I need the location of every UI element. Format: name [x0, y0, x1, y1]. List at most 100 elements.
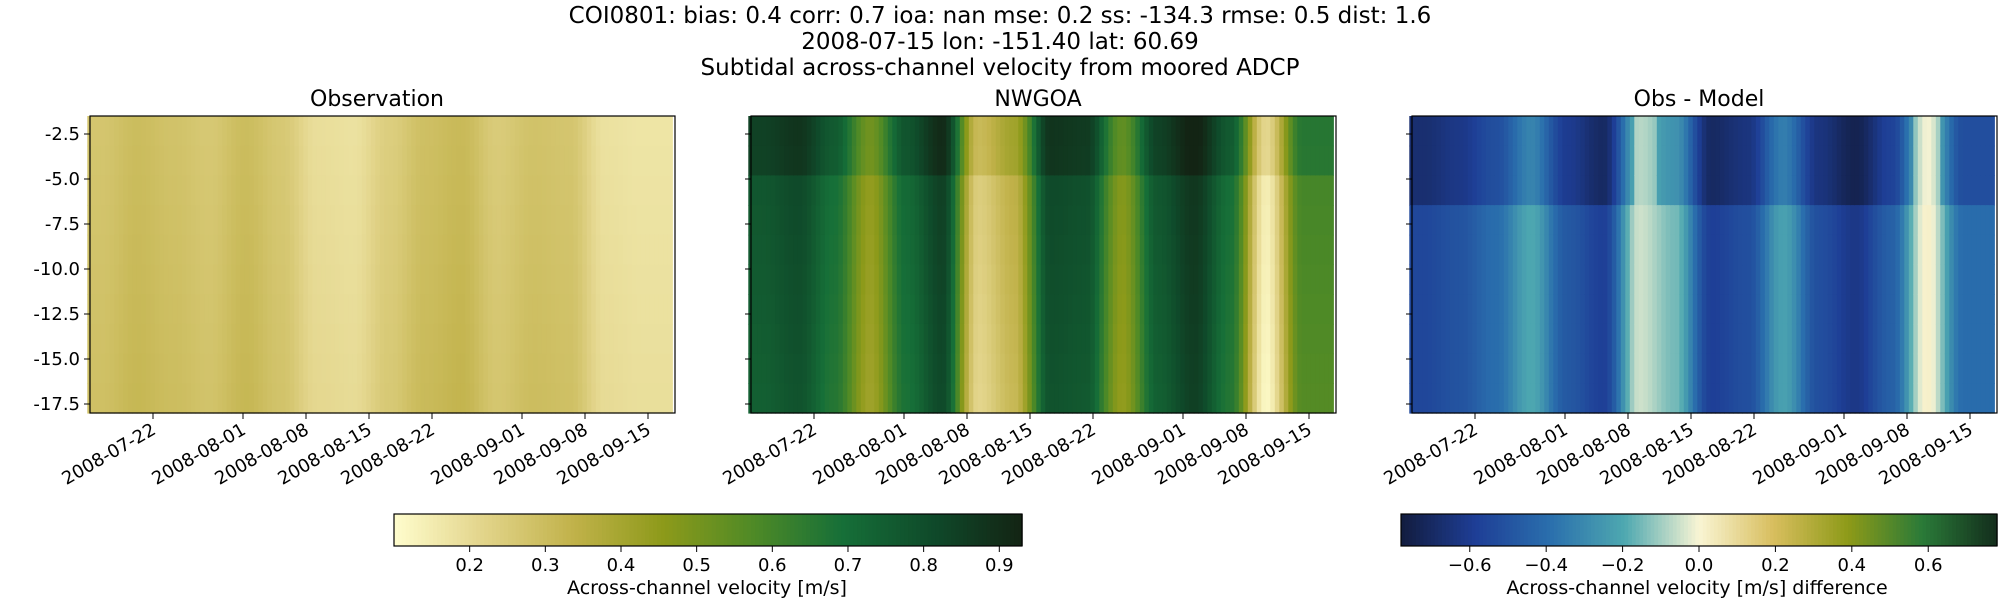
- heatmap-cell: [1112, 205, 1118, 236]
- heatmap-cell: [1688, 353, 1694, 384]
- colorbar-tick-label: 0.2: [455, 555, 484, 576]
- colorbar-swatch: [1434, 514, 1439, 546]
- heatmap-cell: [1814, 353, 1820, 384]
- heatmap-cell: [1148, 353, 1154, 384]
- heatmap-cell: [235, 205, 241, 236]
- heatmap-cell: [806, 234, 812, 266]
- heatmap-cell: [118, 353, 124, 384]
- heatmap-cell: [271, 234, 277, 266]
- heatmap-cell: [1000, 116, 1006, 147]
- heatmap-cell: [96, 234, 102, 266]
- heatmap-cell: [604, 264, 610, 295]
- heatmap-cell: [937, 175, 943, 206]
- heatmap-cell: [1494, 383, 1500, 414]
- heatmap-cell: [946, 383, 952, 414]
- heatmap-cell: [1535, 205, 1541, 236]
- heatmap-cell: [469, 353, 475, 384]
- heatmap-cell: [334, 353, 340, 384]
- heatmap-cell: [1760, 234, 1766, 266]
- heatmap-cell: [1481, 294, 1487, 325]
- heatmap-cell: [901, 294, 907, 325]
- heatmap-cell: [1863, 116, 1869, 147]
- heatmap-cell: [1418, 383, 1424, 414]
- heatmap-cell: [267, 175, 273, 206]
- heatmap-cell: [519, 383, 525, 414]
- heatmap-cell: [1175, 353, 1181, 384]
- heatmap-cell: [842, 145, 848, 176]
- heatmap-cell: [973, 234, 979, 266]
- heatmap-cell: [96, 145, 102, 176]
- heatmap-cell: [1697, 264, 1703, 295]
- heatmap-cell: [1225, 323, 1231, 355]
- heatmap-cell: [1512, 205, 1518, 236]
- heatmap-cell: [1566, 175, 1572, 206]
- heatmap-cell: [1620, 116, 1626, 147]
- heatmap-cell: [1562, 294, 1568, 325]
- heatmap-cell: [1904, 264, 1910, 295]
- heatmap-cell: [150, 294, 156, 325]
- heatmap-cell: [226, 294, 232, 325]
- heatmap-cell: [1085, 383, 1091, 414]
- heatmap-cell: [1315, 323, 1321, 355]
- heatmap-cell: [541, 145, 547, 176]
- heatmap-cell: [1449, 234, 1455, 266]
- heatmap-cell: [797, 116, 803, 147]
- heatmap-cell: [1130, 323, 1136, 355]
- heatmap-cell: [289, 323, 295, 355]
- heatmap-cell: [285, 323, 291, 355]
- heatmap-cell: [226, 145, 232, 176]
- heatmap-cell: [887, 116, 893, 147]
- heatmap-cell: [1557, 234, 1563, 266]
- heatmap-cell: [586, 264, 592, 295]
- heatmap-cell: [1117, 264, 1123, 295]
- heatmap-cell: [1422, 234, 1428, 266]
- heatmap-cell: [213, 234, 219, 266]
- heatmap-cell: [896, 116, 902, 147]
- heatmap-cell: [181, 116, 187, 147]
- heatmap-cell: [1018, 116, 1024, 147]
- heatmap-cell: [1886, 116, 1892, 147]
- heatmap-cell: [267, 353, 273, 384]
- heatmap-cell: [474, 234, 480, 266]
- heatmap-cell: [136, 323, 142, 355]
- heatmap-cell: [1962, 264, 1968, 295]
- heatmap-cell: [150, 264, 156, 295]
- heatmap-cell: [1324, 294, 1330, 325]
- colorbar-swatch: [1550, 514, 1555, 546]
- heatmap-cell: [366, 116, 372, 147]
- heatmap-cell: [1085, 294, 1091, 325]
- heatmap-cell: [1899, 234, 1905, 266]
- heatmap-cell: [1953, 294, 1959, 325]
- colorbar-swatch: [653, 514, 658, 546]
- heatmap-cell: [797, 145, 803, 176]
- heatmap-cell: [132, 116, 138, 147]
- heatmap-cell: [123, 116, 129, 147]
- heatmap-cell: [865, 175, 871, 206]
- heatmap-cell: [1171, 294, 1177, 325]
- heatmap-cell: [1643, 205, 1649, 236]
- heatmap-cell: [968, 234, 974, 266]
- heatmap-cell: [294, 323, 300, 355]
- heatmap-cell: [1575, 353, 1581, 384]
- heatmap-cell: [820, 116, 826, 147]
- heatmap-cell: [1467, 323, 1473, 355]
- heatmap-cell: [950, 264, 956, 295]
- heatmap-cell: [1207, 116, 1213, 147]
- heatmap-cell: [186, 353, 192, 384]
- heatmap-cell: [761, 294, 767, 325]
- heatmap-cell: [829, 205, 835, 236]
- heatmap-cell: [1472, 145, 1478, 176]
- heatmap-cell: [923, 175, 929, 206]
- heatmap-cell: [402, 294, 408, 325]
- heatmap-cell: [600, 205, 606, 236]
- heatmap-cell: [1931, 353, 1937, 384]
- heatmap-cell: [1809, 323, 1815, 355]
- heatmap-cell: [604, 294, 610, 325]
- heatmap-cell: [213, 264, 219, 295]
- heatmap-cell: [1063, 383, 1069, 414]
- colorbar-swatch: [1941, 514, 1946, 546]
- heatmap-cell: [1238, 175, 1244, 206]
- heatmap-cell: [177, 116, 183, 147]
- heatmap-cell: [1189, 353, 1195, 384]
- heatmap-cell: [321, 264, 327, 295]
